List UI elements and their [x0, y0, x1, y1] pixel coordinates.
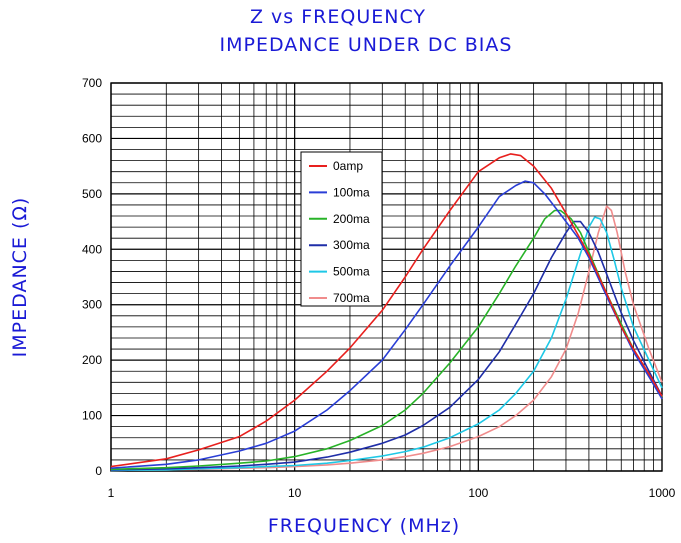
axes: 0 100 200 300 400 500 600 700 1 10 100 1000 [82, 76, 676, 500]
series-line-100ma [110, 180, 663, 469]
series-line-0amp [110, 153, 663, 468]
legend-box [300, 151, 383, 307]
x-tick-label: 100 [468, 486, 488, 500]
chart-subtitle: IMPEDANCE UNDER DC BIAS [220, 34, 513, 56]
y-tick-label: 700 [82, 76, 102, 90]
y-tick-label: 200 [82, 353, 102, 367]
series-lines [110, 153, 663, 472]
chart-title: Z vs FREQUENCY [250, 6, 426, 28]
legend-label: 100ma [333, 185, 370, 199]
legend-label: 700ma [333, 291, 370, 305]
series-line-300ma [110, 220, 663, 471]
y-tick-label: 100 [82, 409, 102, 423]
y-axis-title: IMPEDANCE (Ω) [9, 197, 31, 358]
x-tick-label: 1 [108, 486, 115, 500]
y-tick-label: 0 [95, 464, 102, 478]
legend-label: 300ma [333, 238, 370, 252]
series-line-500ma [110, 216, 663, 472]
grid [110, 82, 663, 472]
series-line-700ma [110, 205, 663, 472]
x-axis-title: FREQUENCY (MHz) [268, 515, 460, 537]
legend-label: 0amp [333, 159, 363, 173]
y-tick-label: 500 [82, 187, 102, 201]
legend: 0amp 100ma 200ma 300ma 500ma 700ma [300, 151, 383, 307]
y-tick-label: 400 [82, 242, 102, 256]
legend-label: 500ma [333, 265, 370, 279]
legend-label: 200ma [333, 212, 370, 226]
x-tick-label: 10 [288, 486, 302, 500]
x-tick-label: 1000 [649, 486, 676, 500]
y-tick-label: 600 [82, 131, 102, 145]
y-tick-label: 300 [82, 298, 102, 312]
plot-frame [110, 82, 663, 472]
